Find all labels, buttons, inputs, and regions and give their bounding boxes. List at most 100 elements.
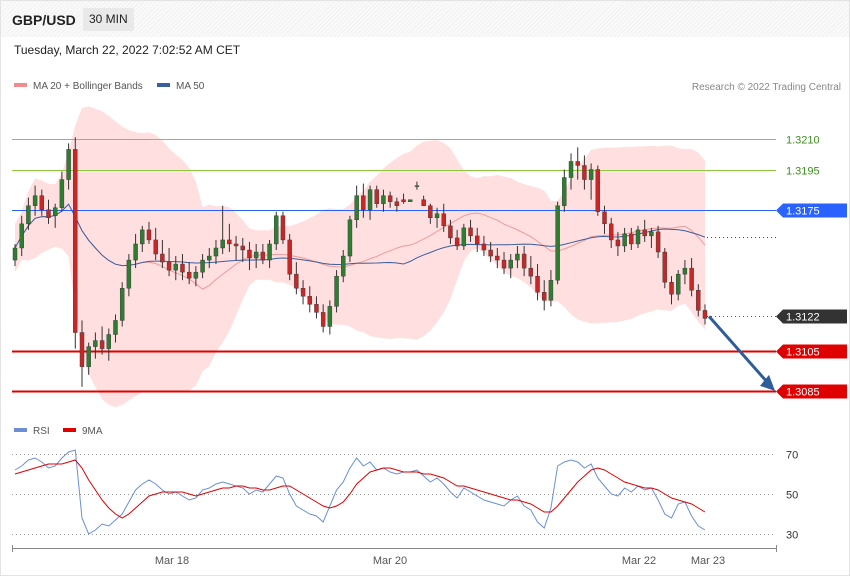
candle-body bbox=[26, 205, 31, 225]
candle-body bbox=[689, 267, 694, 291]
legend-rsi-label: RSI bbox=[33, 426, 50, 437]
level-label-3: 1.3122 bbox=[786, 312, 820, 324]
candle bbox=[227, 223, 232, 253]
candle bbox=[287, 233, 292, 281]
candle-body bbox=[622, 233, 627, 247]
candle bbox=[575, 147, 580, 180]
rsi-tick-label: 50 bbox=[786, 490, 798, 502]
candle-body bbox=[267, 243, 272, 261]
candle bbox=[582, 155, 587, 190]
candle bbox=[542, 280, 547, 311]
candle-body bbox=[193, 271, 199, 279]
candle bbox=[253, 243, 259, 269]
candle bbox=[166, 247, 172, 277]
candle bbox=[622, 227, 627, 253]
candle bbox=[314, 296, 319, 319]
rsi-ma-line bbox=[14, 459, 706, 519]
x-tick-label: Mar 22 bbox=[622, 555, 656, 567]
candle bbox=[99, 326, 105, 355]
candle-body bbox=[146, 229, 152, 241]
candle-body bbox=[260, 251, 266, 261]
candle bbox=[548, 270, 554, 307]
candle bbox=[387, 191, 393, 208]
candle-body bbox=[180, 263, 185, 273]
price-tag-last: 1.3122 bbox=[776, 309, 847, 324]
symbol-title: GBP/USD bbox=[12, 12, 76, 28]
candle bbox=[113, 314, 118, 343]
candle bbox=[588, 163, 594, 200]
price-tag-box bbox=[776, 384, 847, 399]
legend-rsi-ma: 9MA bbox=[63, 426, 103, 437]
candle-body bbox=[12, 247, 18, 261]
candle-body bbox=[675, 273, 681, 295]
candle-body bbox=[213, 247, 219, 257]
candle bbox=[615, 231, 621, 257]
candle bbox=[374, 185, 379, 208]
candle bbox=[334, 270, 339, 313]
candle bbox=[535, 264, 540, 301]
candle-body bbox=[542, 292, 547, 301]
timeframe-badge[interactable]: 30 MIN bbox=[83, 8, 134, 31]
candle-body bbox=[354, 195, 359, 221]
candle-body bbox=[66, 149, 71, 180]
candle-body bbox=[227, 239, 232, 245]
level-label-5: 1.3085 bbox=[786, 387, 820, 399]
candle-body bbox=[454, 237, 460, 247]
candle-body bbox=[374, 189, 379, 204]
candle-body bbox=[247, 249, 252, 259]
rsi-swatch-icon bbox=[14, 428, 27, 433]
candle-body bbox=[79, 332, 85, 367]
candle bbox=[193, 266, 199, 287]
candle bbox=[213, 239, 219, 265]
candle-body bbox=[119, 288, 125, 321]
credit-text: Research © 2022 Trading Central bbox=[691, 82, 841, 93]
candle-body bbox=[106, 334, 111, 349]
candle-body bbox=[421, 199, 426, 206]
candle-body bbox=[287, 239, 292, 275]
candle-body bbox=[582, 165, 587, 180]
candle bbox=[160, 239, 165, 269]
candle-body bbox=[575, 161, 580, 166]
candle-body bbox=[253, 251, 259, 259]
ma50-swatch-icon bbox=[157, 83, 170, 88]
rsi-ma-swatch-icon bbox=[63, 428, 76, 433]
candle bbox=[327, 300, 333, 335]
candle bbox=[488, 241, 493, 263]
candle-body bbox=[414, 185, 420, 187]
candle bbox=[267, 239, 272, 269]
candle bbox=[280, 211, 286, 244]
candle-body bbox=[153, 239, 158, 255]
candle-body bbox=[434, 213, 440, 218]
candle-body bbox=[59, 179, 65, 208]
candle bbox=[320, 304, 326, 333]
candle bbox=[247, 241, 252, 271]
candle bbox=[515, 245, 520, 269]
candle-body bbox=[307, 296, 312, 305]
candle bbox=[521, 245, 527, 277]
candle-body bbox=[160, 253, 165, 263]
price-tag-box bbox=[776, 309, 847, 324]
candle bbox=[662, 247, 668, 289]
candle bbox=[240, 237, 245, 263]
candle-body bbox=[361, 195, 366, 210]
candle bbox=[408, 199, 413, 202]
candle-body bbox=[649, 231, 654, 237]
level-label-1: 1.3195 bbox=[786, 166, 820, 178]
candle-body bbox=[166, 261, 172, 271]
candle-body bbox=[320, 312, 326, 327]
candle-body bbox=[86, 346, 91, 367]
candle-body bbox=[662, 251, 668, 283]
candle bbox=[233, 235, 239, 261]
candle bbox=[39, 189, 45, 216]
candle-body bbox=[126, 259, 132, 289]
candle-body bbox=[220, 239, 225, 249]
candle bbox=[461, 223, 467, 250]
candle-body bbox=[99, 340, 105, 349]
candle-body bbox=[461, 227, 467, 247]
candle bbox=[428, 203, 433, 224]
candle-body bbox=[113, 320, 118, 335]
candle-body bbox=[408, 199, 413, 202]
candle-body bbox=[475, 235, 480, 245]
candle bbox=[568, 153, 574, 190]
